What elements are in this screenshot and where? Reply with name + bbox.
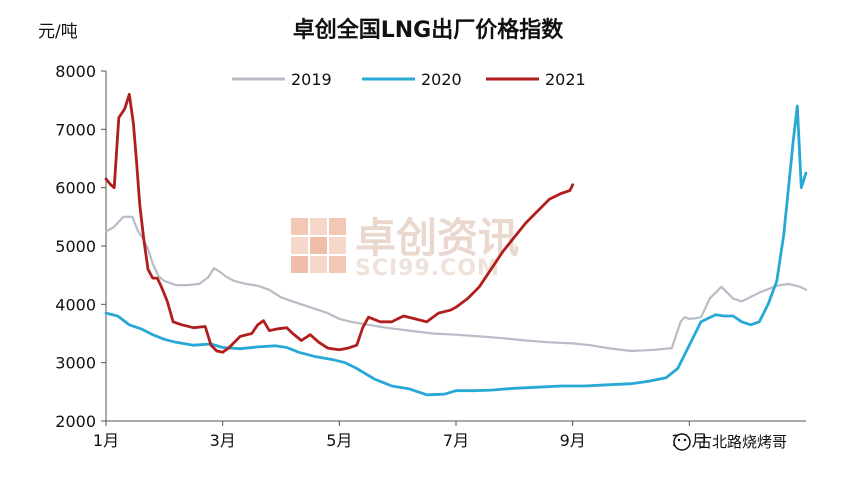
series-line-2021 [104,92,575,354]
series-line-2019 [104,215,808,353]
y-tick-label: 4000 [55,295,96,314]
x-tick-label: 3月 [210,431,236,450]
x-tick-label: 7月 [443,431,469,450]
watermark-domain: SCI99.COM [355,256,500,281]
axes: 80007000600050004000300020001月3月5月7月9月11… [55,62,806,450]
legend-label-2020: 2020 [421,70,462,89]
y-tick-label: 6000 [55,179,96,198]
y-tick-label: 2000 [55,412,96,431]
legend: 2019 2020 2021 [232,70,586,89]
y-axis-unit: 元/吨 [38,22,78,42]
series-line-2020 [104,104,808,397]
y-tick-label: 3000 [55,354,96,373]
x-tick-label: 5月 [326,431,352,450]
watermark-logo-icon [291,218,346,273]
chart-title: 卓创全国LNG出厂价格指数 [293,17,564,43]
wechat-icon [673,433,691,451]
watermark-brand: 卓创资讯 [355,214,519,262]
x-tick-label: 9月 [560,431,586,450]
y-tick-label: 8000 [55,62,96,81]
credit-text: 古北路烧烤哥 [697,433,787,451]
credit: 古北路烧烤哥 [673,433,787,451]
series-layer [104,92,808,397]
y-tick-label: 7000 [55,120,96,139]
watermark: 卓创资讯 SCI99.COM [291,214,519,281]
legend-label-2019: 2019 [291,70,332,89]
legend-label-2021: 2021 [545,70,586,89]
x-tick-label: 1月 [93,431,119,450]
y-tick-label: 5000 [55,237,96,256]
